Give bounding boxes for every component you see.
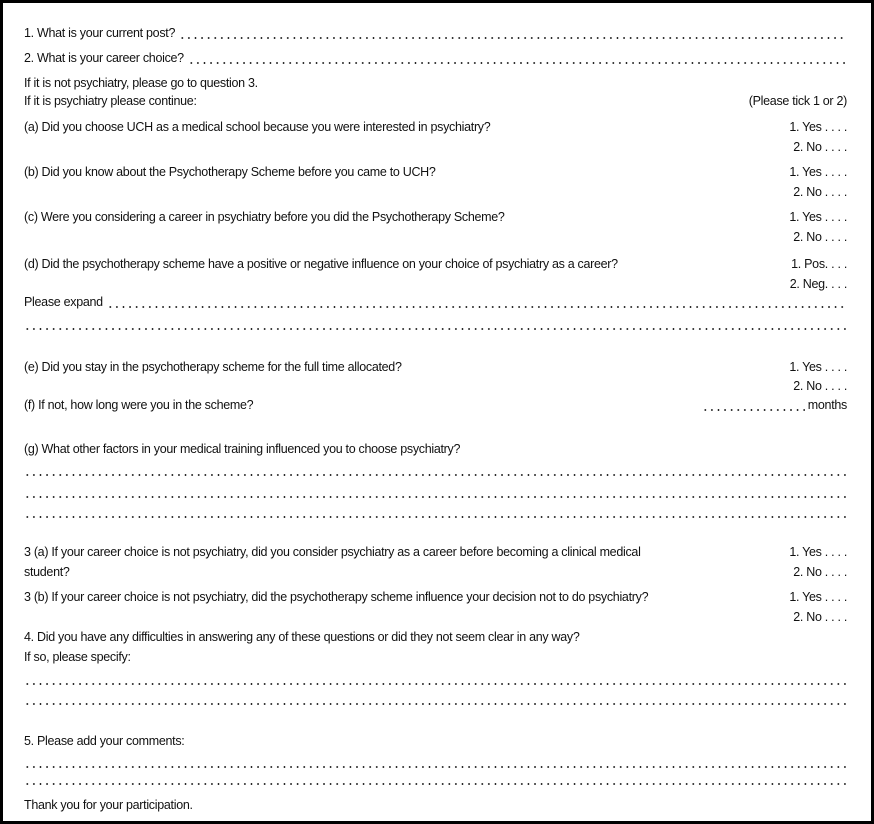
question-text: 2. What is your career choice? — [24, 51, 184, 65]
answer-line[interactable] — [24, 671, 847, 688]
question-text: 1. What is your current post? — [24, 26, 176, 40]
option-no[interactable]: 2. No . . . . — [793, 185, 847, 199]
tick-instruction: (Please tick 1 or 2) — [748, 94, 848, 108]
question-g: (g) What other factors in your medical t… — [24, 442, 461, 456]
expand-label: Please expand — [24, 295, 103, 309]
answer-line[interactable] — [24, 771, 847, 788]
question-e: (e) Did you stay in the psychotherapy sc… — [24, 360, 402, 374]
option-no[interactable]: 2. No . . . . — [793, 379, 847, 393]
months-label: months — [807, 398, 848, 412]
question-b: (b) Did you know about the Psychotherapy… — [24, 165, 436, 179]
note-psychiatry: If it is psychiatry please continue: — [24, 94, 197, 108]
question-5: 5. Please add your comments: — [24, 734, 185, 748]
answer-line[interactable] — [24, 754, 847, 771]
months-field[interactable]: months — [702, 397, 847, 414]
answer-line[interactable] — [24, 316, 847, 333]
answer-line[interactable] — [24, 504, 847, 521]
option-yes[interactable]: 1. Yes . . . . — [789, 590, 847, 604]
option-yes[interactable]: 1. Yes . . . . — [789, 545, 847, 559]
option-negative[interactable]: 2. Neg. . . . — [789, 277, 848, 291]
question-c: (c) Were you considering a career in psy… — [24, 210, 505, 224]
question-2: 2. What is your career choice? — [24, 50, 847, 67]
option-yes[interactable]: 1. Yes . . . . — [789, 360, 847, 374]
question-3a-cont: student? — [24, 565, 70, 579]
answer-line[interactable] — [24, 691, 847, 708]
option-no[interactable]: 2. No . . . . — [793, 610, 847, 624]
answer-line[interactable] — [24, 484, 847, 501]
please-expand: Please expand — [24, 294, 847, 311]
option-no[interactable]: 2. No . . . . — [793, 140, 847, 154]
answer-line[interactable] — [24, 462, 847, 479]
note-not-psychiatry: If it is not psychiatry, please go to qu… — [24, 76, 258, 90]
question-4: 4. Did you have any difficulties in answ… — [24, 630, 580, 644]
question-3a: 3 (a) If your career choice is not psych… — [24, 545, 641, 559]
option-yes[interactable]: 1. Yes . . . . — [789, 165, 847, 179]
question-f: (f) If not, how long were you in the sch… — [24, 398, 254, 412]
option-yes[interactable]: 1. Yes . . . . — [789, 120, 847, 134]
option-yes[interactable]: 1. Yes . . . . — [789, 210, 847, 224]
thank-you: Thank you for your participation. — [24, 798, 193, 812]
question-4-specify: If so, please specify: — [24, 650, 131, 664]
option-no[interactable]: 2. No . . . . — [793, 230, 847, 244]
question-d: (d) Did the psychotherapy scheme have a … — [24, 257, 618, 271]
question-3b: 3 (b) If your career choice is not psych… — [24, 590, 649, 604]
option-positive[interactable]: 1. Pos. . . . — [791, 257, 847, 271]
answer-line[interactable] — [187, 50, 847, 67]
option-no[interactable]: 2. No . . . . — [793, 565, 847, 579]
answer-line[interactable] — [106, 294, 847, 311]
answer-line[interactable] — [179, 25, 847, 42]
question-1: 1. What is your current post? — [24, 25, 847, 42]
question-a: (a) Did you choose UCH as a medical scho… — [24, 120, 491, 134]
